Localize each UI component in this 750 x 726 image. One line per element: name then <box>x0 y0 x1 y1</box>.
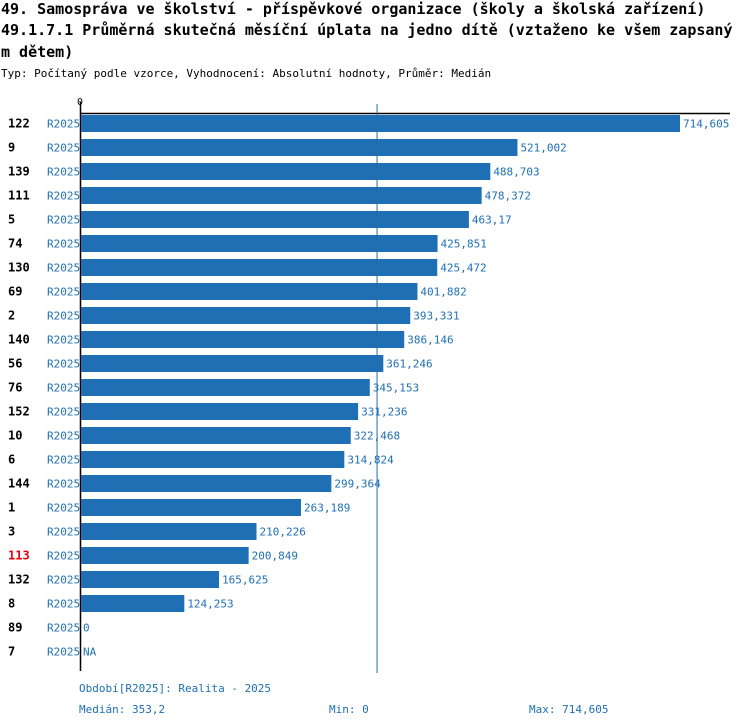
row-id-label: 56 <box>8 357 22 371</box>
row-period-label: R2025 <box>47 622 80 635</box>
period-legend: Období[R2025]: Realita - 2025 <box>79 682 272 695</box>
row-id-label: 8 <box>8 597 15 611</box>
row-period-label: R2025 <box>47 382 80 395</box>
bar <box>81 403 359 420</box>
row-period-label: R2025 <box>47 358 80 371</box>
bar-value-label: 425,472 <box>440 262 486 275</box>
bar <box>81 139 518 156</box>
row-period-label: R2025 <box>47 598 80 611</box>
bar-value-label: 210,226 <box>260 526 306 539</box>
bar <box>81 451 345 468</box>
row-period-label: R2025 <box>47 334 80 347</box>
row-period-label: R2025 <box>47 550 80 563</box>
bar-value-label: 425,851 <box>441 238 487 251</box>
bar-value-label: 361,246 <box>386 358 432 371</box>
chart-type-info: Typ: Počítaný podle vzorce, Vyhodnocení:… <box>1 67 492 80</box>
row-id-label: 10 <box>8 429 22 443</box>
bar <box>81 547 249 564</box>
row-period-label: R2025 <box>47 118 80 131</box>
row-period-label: R2025 <box>47 262 80 275</box>
bar <box>81 211 469 228</box>
bar <box>81 259 438 276</box>
row-period-label: R2025 <box>47 646 80 659</box>
bar <box>81 163 491 180</box>
row-period-label: R2025 <box>47 574 80 587</box>
bar-value-label: 386,146 <box>407 334 453 347</box>
bar-value-label: NA <box>83 646 97 659</box>
bar <box>81 595 185 612</box>
bar-value-label: 714,605 <box>683 118 729 131</box>
row-id-label: 1 <box>8 501 15 515</box>
row-id-label: 9 <box>8 141 15 155</box>
row-period-label: R2025 <box>47 406 80 419</box>
row-id-label: 140 <box>8 333 30 347</box>
bar-value-label: 165,625 <box>222 574 268 587</box>
bar <box>81 499 301 516</box>
min-stat: Min: 0 <box>329 703 369 716</box>
row-id-label: 3 <box>8 525 15 539</box>
bar-value-label: 263,189 <box>304 502 350 515</box>
row-id-label: 144 <box>8 477 30 491</box>
row-id-label: 7 <box>8 645 15 659</box>
max-stat: Max: 714,605 <box>529 703 609 716</box>
bar <box>81 187 482 204</box>
row-id-label: 89 <box>8 621 22 635</box>
bar-value-label: 478,372 <box>485 190 531 203</box>
bar <box>81 523 257 540</box>
row-period-label: R2025 <box>47 238 80 251</box>
chart-subtitle-line: 49.1.7.1 Průměrná skutečná měsíční úplat… <box>1 21 733 39</box>
row-id-label: 111 <box>8 189 30 203</box>
bar-value-label: 401,882 <box>420 286 466 299</box>
row-period-label: R2025 <box>47 166 80 179</box>
bar-value-label: 331,236 <box>361 406 407 419</box>
row-period-label: R2025 <box>47 142 80 155</box>
row-period-label: R2025 <box>47 190 80 203</box>
row-period-label: R2025 <box>47 454 80 467</box>
row-period-label: R2025 <box>47 430 80 443</box>
row-id-label: 122 <box>8 117 30 131</box>
chart-subtitle-line-continued: m dětem) <box>1 43 74 61</box>
bar <box>81 427 351 444</box>
row-id-label: 6 <box>8 453 15 467</box>
row-period-label: R2025 <box>47 478 80 491</box>
bar <box>81 571 220 588</box>
row-id-label: 69 <box>8 285 22 299</box>
bar <box>81 235 438 252</box>
row-id-label: 76 <box>8 381 22 395</box>
row-id-label: 74 <box>8 237 22 251</box>
bar-value-label: 345,153 <box>373 382 419 395</box>
row-period-label: R2025 <box>47 502 80 515</box>
chart-title: 49. Samospráva ve školství - příspěvkové… <box>1 0 706 18</box>
bar <box>81 355 384 372</box>
row-id-label: 130 <box>8 261 30 275</box>
row-id-label: 139 <box>8 165 30 179</box>
bar <box>81 331 405 348</box>
bar-value-label: 463,17 <box>472 214 512 227</box>
bar-value-label: 299,364 <box>334 478 381 491</box>
bar-value-label: 124,253 <box>187 598 233 611</box>
bar <box>81 475 332 492</box>
bar-value-label: 393,331 <box>413 310 459 323</box>
bar-value-label: 200,849 <box>252 550 298 563</box>
row-id-label: 152 <box>8 405 30 419</box>
row-period-label: R2025 <box>47 286 80 299</box>
row-period-label: R2025 <box>47 214 80 227</box>
row-period-label: R2025 <box>47 526 80 539</box>
bar <box>81 115 680 132</box>
row-period-label: R2025 <box>47 310 80 323</box>
bar <box>81 283 418 300</box>
bar <box>81 379 370 396</box>
bar-value-label: 488,703 <box>493 166 539 179</box>
row-id-label: 132 <box>8 573 30 587</box>
row-id-label: 113 <box>8 549 30 563</box>
median-stat: Medián: 353,2 <box>79 703 166 716</box>
row-id-label: 2 <box>8 309 15 323</box>
bar <box>81 307 411 324</box>
bar-value-label: 521,002 <box>520 142 566 155</box>
bar-value-label: 0 <box>83 622 90 635</box>
bar-value-label: 314,824 <box>347 454 394 467</box>
row-id-label: 5 <box>8 213 15 227</box>
